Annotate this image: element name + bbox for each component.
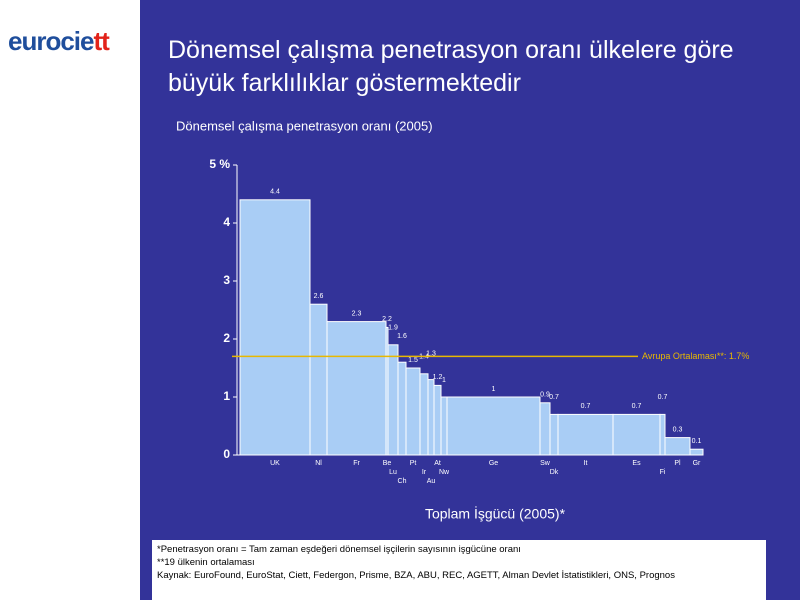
y-tick-label: 4 <box>223 215 230 229</box>
y-tick-label: 3 <box>223 273 230 287</box>
value-label: 0.1 <box>692 438 702 445</box>
x-tick-label: Dk <box>550 469 559 476</box>
bar <box>309 303 328 456</box>
x-tick-label: Pl <box>674 460 681 467</box>
slide-title: Dönemsel çalışma penetrasyon oranı ülkel… <box>168 36 734 97</box>
y-tick-label: 5 % <box>209 157 230 171</box>
x-tick-label: Fr <box>353 460 360 467</box>
value-label: 1 <box>492 386 496 393</box>
y-tick-label: 0 <box>223 447 230 461</box>
footnote-line: Kaynak: EuroFound, EuroStat, Ciett, Fede… <box>157 570 675 581</box>
x-tick-label: Gr <box>693 460 701 467</box>
bar <box>446 396 541 456</box>
bar <box>440 396 448 456</box>
footnote-line: *Penetrasyon oranı = Tam zaman eşdeğeri … <box>157 544 521 555</box>
value-label: 2.3 <box>352 310 362 317</box>
x-tick-label: Nw <box>439 469 450 476</box>
x-axis-label: Toplam İşgücü (2005)* <box>425 505 566 522</box>
x-tick-label: It <box>584 460 588 467</box>
bar <box>612 413 661 456</box>
average-label: Avrupa Ortalaması**: 1.7% <box>642 351 749 361</box>
value-label: 0.7 <box>632 403 642 410</box>
x-tick-label: Be <box>383 460 392 467</box>
y-tick-label: 1 <box>223 389 230 403</box>
x-tick-label: Ge <box>489 460 498 467</box>
value-label: 4.4 <box>270 189 280 196</box>
bar <box>427 379 435 456</box>
value-label: 1.9 <box>388 325 398 332</box>
value-label: 0.7 <box>581 403 591 410</box>
value-label: 1 <box>442 377 446 384</box>
x-tick-label: Lu <box>389 469 397 476</box>
x-tick-label: Pt <box>410 460 417 467</box>
x-tick-label: Sw <box>540 460 551 467</box>
bar <box>387 344 399 456</box>
x-tick-label: Ir <box>422 469 427 476</box>
side-panel: eurociett <box>0 0 140 600</box>
x-tick-label: Au <box>427 478 436 485</box>
bar <box>419 373 429 456</box>
bar <box>689 448 704 456</box>
footnote-line: **19 ülkenin ortalaması <box>157 557 255 568</box>
value-label: 1.5 <box>408 357 418 364</box>
value-label: 2.6 <box>314 293 324 300</box>
value-label: 0.7 <box>658 394 668 401</box>
bar <box>549 413 559 456</box>
bar <box>239 199 311 456</box>
x-tick-label: Ch <box>398 478 407 485</box>
bar <box>405 367 421 456</box>
subtitle: Dönemsel çalışma penetrasyon oranı (2005… <box>176 118 433 133</box>
logo: eurociett <box>8 26 110 56</box>
x-tick-label: Fi <box>660 469 666 476</box>
footnote: *Penetrasyon oranı = Tam zaman eşdeğeri … <box>152 540 766 600</box>
y-tick-label: 2 <box>223 331 230 345</box>
bar <box>397 361 407 456</box>
value-label: 2.2 <box>382 316 392 323</box>
value-label: 0.3 <box>673 426 683 433</box>
value-label: 1.6 <box>397 333 407 340</box>
x-tick-label: UK <box>270 460 280 467</box>
value-label: 0.7 <box>549 394 559 401</box>
bar <box>664 437 691 456</box>
value-label: 0.9 <box>540 392 550 399</box>
x-tick-label: Es <box>632 460 641 467</box>
value-label: 1.2 <box>433 374 443 381</box>
bar <box>433 384 442 456</box>
chart: Dönemsel çalışma penetrasyon oranı (2005… <box>176 118 749 522</box>
x-tick-label: At <box>434 460 441 467</box>
value-label: 1.3 <box>426 350 436 357</box>
bar <box>557 413 614 456</box>
bar <box>326 321 387 456</box>
x-tick-label: Nl <box>315 460 322 467</box>
bar <box>539 402 551 456</box>
bar <box>659 413 666 456</box>
